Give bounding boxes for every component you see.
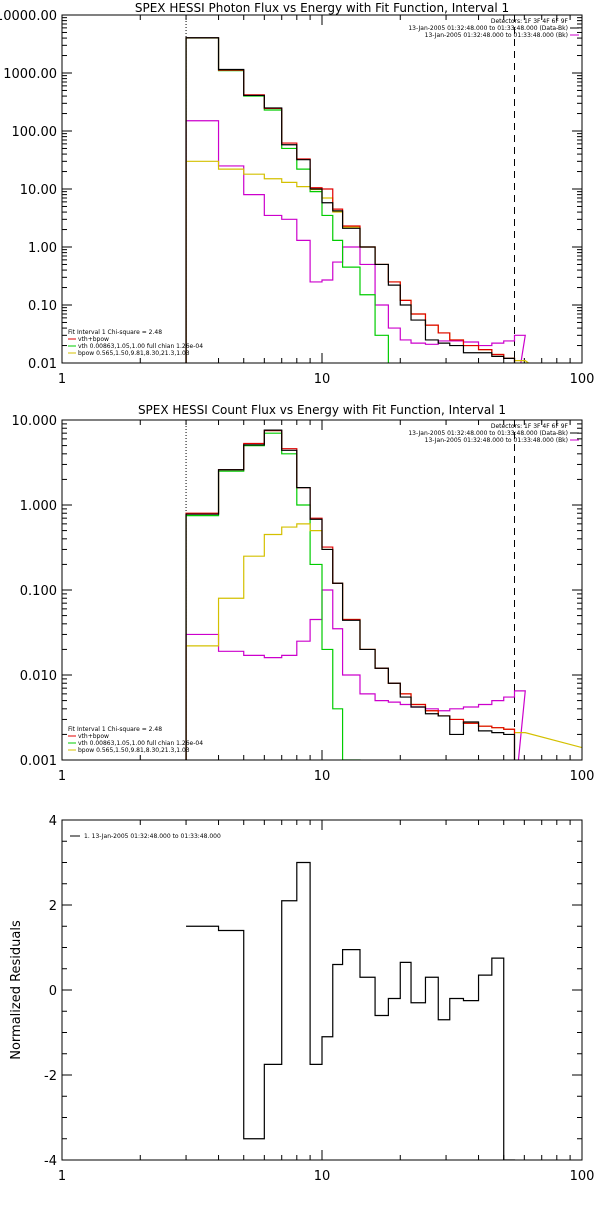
y-axis-label: Normalized Residuals [9,920,24,1060]
y-tick-label: 0.10 [28,299,57,314]
legend-entry: Detectors: 1F 3F 4F 6F 9F [491,18,569,25]
series-bpow [185,523,582,760]
y-minor-ticks [62,423,582,735]
x-minor-ticks [139,420,571,760]
legend-entry: bpow 0.565,1.50,9.81,8.30,21.3,1.03 [78,747,190,754]
y-tick-label: 100.00 [12,125,58,140]
y-tick-label: 0.100 [20,584,57,599]
series-bk [185,120,526,363]
x-tick-label: 10 [314,372,331,387]
y-tick-label: -4 [44,1154,57,1169]
y-tick-label: 1000.00 [3,67,57,82]
series-bk [185,589,526,760]
x-tick-label: 100 [570,1169,595,1184]
y-tick-label: 0 [49,984,57,999]
y-tick-label: 0.010 [20,669,57,684]
series-data [185,429,516,760]
series-sum [185,37,516,363]
y-minor-ticks [62,819,582,1161]
y-tick-label: -2 [44,1069,57,1084]
legend-entry: 1. 13-Jan-2005 01:32:48.000 to 01:33:48.… [84,833,221,840]
y-tick-label: 4 [49,814,57,829]
y-tick-label: 1.000 [20,499,57,514]
x-tick-label: 1 [58,769,66,784]
x-tick-label: 10 [314,769,331,784]
plot-frame [61,419,583,761]
legend-entry: vth+bpow [78,733,109,740]
plot-area [186,861,516,1160]
plot-area [185,420,582,760]
y-tick-label: 10.00 [20,183,57,198]
chart-panel-count: SPEX HESSI Count Flux vs Energy with Fit… [12,403,595,784]
legend-entry: 13-Jan-2005 01:32:48.000 to 01:33:48.000… [425,437,568,444]
y-tick-label: 10.000 [12,414,58,429]
legend-entry: Detectors: 1F 3F 4F 6F 9F [491,423,569,430]
x-tick-label: 1 [58,372,66,387]
legend-entry: 13-Jan-2005 01:32:48.000 to 01:33:48.000… [408,430,568,437]
legend-entry: 13-Jan-2005 01:32:48.000 to 01:33:48.000… [425,32,568,39]
series-sum [185,430,516,760]
x-tick-label: 10 [314,1169,331,1184]
legend-entry: Fit Interval 1 Chi-square = 2.48 [68,726,162,733]
plot-area [185,15,530,363]
chart-panel-residuals: Normalized Residuals 1 10 100 -4 -2 0 2 4 1. 13-J… [9,814,595,1184]
y-tick-label: 2 [49,899,57,914]
series-data [185,37,516,363]
legend-entry: vth 0.00863,1.05,1.00 full chian 1.26e-0… [78,343,203,350]
legend-entry: bpow 0.565,1.50,9.81,8.30,21.3,1.03 [78,350,190,357]
plot-frame [61,819,583,1161]
x-tick-label: 100 [570,372,595,387]
x-minor-ticks [139,15,571,363]
legend-entry: 13-Jan-2005 01:32:48.000 to 01:33:48.000… [408,25,568,32]
legend-entry: vth+bpow [78,336,109,343]
chart-title: SPEX HESSI Count Flux vs Energy with Fit… [138,403,506,417]
series-vth [185,37,389,363]
y-tick-label: 1.00 [28,241,57,256]
y-tick-label: 0.01 [28,357,57,372]
chart-title: SPEX HESSI Photon Flux vs Energy with Fi… [135,1,509,15]
series-vth [185,432,361,760]
legend-entry: Fit Interval 1 Chi-square = 2.48 [68,329,162,336]
series-data [186,861,516,1160]
plot-frame [61,14,583,364]
chart-panel-photon: SPEX HESSI Photon Flux vs Energy with Fi… [0,1,595,387]
x-tick-label: 1 [58,1169,66,1184]
legend-entry: vth 0.00863,1.05,1.00 full chian 1.26e-0… [78,740,203,747]
x-minor-ticks [139,820,571,1160]
y-tick-label: 10000.00 [0,9,57,24]
y-minor-ticks [62,17,582,347]
x-tick-label: 100 [570,769,595,784]
y-tick-label: 0.001 [20,754,57,769]
